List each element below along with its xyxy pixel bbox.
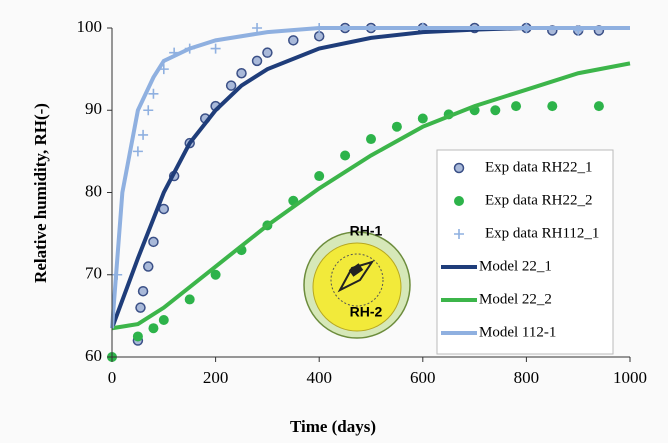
data-point xyxy=(262,47,273,58)
x-tick-label: 800 xyxy=(514,368,540,387)
x-tick-label: 200 xyxy=(203,368,229,387)
y-tick-label: 70 xyxy=(85,264,102,283)
data-point xyxy=(143,261,154,272)
data-point xyxy=(158,314,169,325)
x-tick-label: 600 xyxy=(410,368,436,387)
legend-label: Exp data RH112_1 xyxy=(485,225,599,241)
inset-diagram: RH-1 RH-2 xyxy=(303,223,411,339)
x-tick-label: 1000 xyxy=(613,368,647,387)
data-point xyxy=(547,101,558,112)
data-point xyxy=(210,269,221,280)
data-point xyxy=(148,88,159,99)
data-point xyxy=(314,171,325,182)
data-point xyxy=(490,105,501,116)
legend-label: Model 112-1 xyxy=(479,324,556,340)
legend-swatch xyxy=(453,162,465,174)
annotation: RH-2 xyxy=(350,304,383,320)
data-point xyxy=(132,331,143,342)
inset-probe xyxy=(348,263,364,277)
legend-label: Exp data RH22_2 xyxy=(485,192,592,208)
legend-label: Model 22_1 xyxy=(479,258,552,274)
data-point xyxy=(184,294,195,305)
model-line xyxy=(110,26,630,329)
model-line xyxy=(111,61,631,331)
data-point xyxy=(366,134,376,145)
data-point xyxy=(391,121,402,132)
inset-sensor xyxy=(337,260,375,293)
data-point xyxy=(288,35,299,46)
x-tick-label: 400 xyxy=(306,368,332,387)
inset-inner xyxy=(312,242,402,332)
y-tick-label: 100 xyxy=(77,17,103,36)
data-point xyxy=(313,30,325,42)
x-tick-label: 0 xyxy=(108,368,117,387)
legend-box xyxy=(436,149,614,355)
data-point xyxy=(417,113,428,124)
data-point xyxy=(251,55,263,67)
data-point xyxy=(225,80,237,91)
x-axis-label: Time (days) xyxy=(290,417,376,436)
data-point xyxy=(138,129,149,140)
legend-swatch xyxy=(454,196,464,206)
data-point xyxy=(132,146,143,157)
y-tick-label: 80 xyxy=(85,181,102,200)
data-point xyxy=(148,323,159,334)
data-point xyxy=(143,105,154,116)
legend-label: Exp data RH22_1 xyxy=(485,159,592,175)
y-axis-label: Relative humidity, RH(-) xyxy=(31,103,50,283)
data-point xyxy=(593,101,604,112)
data-point xyxy=(252,23,263,33)
y-tick-label: 60 xyxy=(85,346,102,365)
data-point xyxy=(135,302,146,313)
data-point xyxy=(236,67,247,79)
data-point xyxy=(137,285,149,297)
data-point xyxy=(210,43,221,54)
data-point xyxy=(340,150,351,161)
data-point xyxy=(511,101,522,112)
inset-ring xyxy=(330,253,384,307)
legend-swatch xyxy=(454,229,464,239)
y-tick-label: 90 xyxy=(85,99,102,118)
annotation: RH-1 xyxy=(350,223,383,239)
legend-label: Model 22_2 xyxy=(479,291,552,307)
data-point xyxy=(148,236,159,248)
